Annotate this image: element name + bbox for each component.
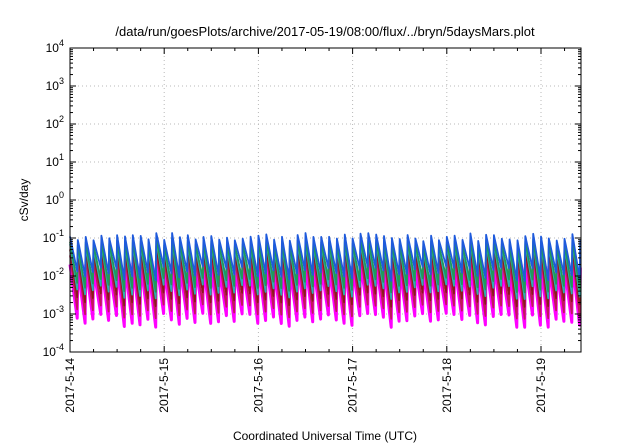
y-tick-label: 10-3 — [43, 304, 64, 321]
y-axis: 10-4 10-3 10-2 10-1 100 101 102 103 104 — [43, 38, 581, 359]
series-line — [69, 232, 582, 282]
y-tick-label: 103 — [46, 76, 64, 93]
x-tick-label: 2017-5-18 — [440, 358, 454, 413]
x-tick-label: 2017-5-16 — [251, 358, 265, 413]
y-tick-label: 10-4 — [43, 342, 64, 359]
x-axis-label: Coordinated Universal Time (UTC) — [233, 429, 417, 443]
series-line — [68, 259, 582, 329]
grid-lines — [70, 48, 581, 352]
y-tick-label: 10-1 — [43, 228, 64, 245]
y-tick-label: 102 — [46, 114, 64, 131]
y-tick-label: 104 — [46, 38, 64, 55]
x-tick-label: 2017-5-14 — [63, 358, 77, 413]
y-axis-label: cSv/day — [17, 179, 31, 222]
chart-title: /data/run/goesPlots/archive/2017-05-19/0… — [115, 24, 535, 39]
series-line — [69, 251, 582, 320]
series-layer — [68, 232, 582, 329]
y-tick-label: 101 — [46, 152, 64, 169]
y-tick-label: 100 — [46, 190, 64, 207]
x-tick-label: 2017-5-15 — [157, 358, 171, 413]
x-tick-label: 2017-5-17 — [346, 358, 360, 413]
y-tick-label: 10-2 — [43, 266, 64, 283]
series-line — [69, 245, 582, 308]
x-axis: 2017-5-14 2017-5-15 2017-5-16 2017-5-17 2017… — [63, 48, 566, 413]
x-tick-label: 2017-5-19 — [534, 358, 548, 413]
series-line — [69, 237, 582, 294]
